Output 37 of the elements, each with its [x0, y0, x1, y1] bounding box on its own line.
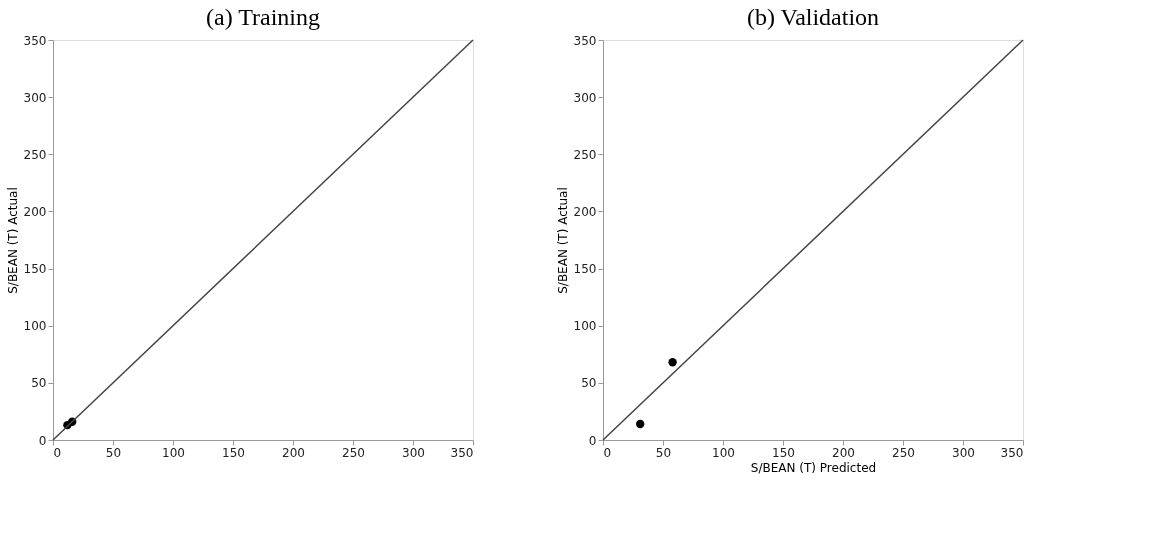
y-tick-label: 300: [573, 90, 597, 105]
y-tick-label: 100: [573, 319, 597, 334]
x-tick-label: 100: [162, 445, 185, 460]
y-tick-label: 100: [23, 319, 47, 334]
y-tick-label: 150: [573, 262, 597, 277]
x-tick-label: 100: [712, 445, 735, 460]
y-axis-title: S/BEAN (T) Actual: [555, 187, 570, 294]
y-tick-label: 200: [573, 204, 597, 219]
y-tick-label: 200: [23, 204, 47, 219]
y-tick-label: 0: [588, 433, 597, 448]
x-tick-label: 250: [892, 445, 915, 460]
y-axis-title: S/BEAN (T) Actual: [5, 187, 20, 294]
y-tick-label: 300: [23, 90, 47, 105]
x-tick-label: 0: [53, 445, 62, 460]
x-tick-label: 250: [342, 445, 365, 460]
x-tick-label: 350: [450, 445, 474, 460]
x-tick-label: 200: [282, 445, 305, 460]
y-tick-label: 250: [23, 147, 47, 162]
y-tick-label: 250: [573, 147, 597, 162]
x-tick-label: 350: [1000, 445, 1024, 460]
chart-title: (b) Validation: [746, 4, 880, 30]
y-tick-label: 150: [23, 262, 47, 277]
x-axis-title: S/BEAN (T) Predicted: [750, 460, 877, 475]
chart-title: (a) Training: [206, 4, 320, 30]
x-tick-label: 300: [402, 445, 425, 460]
x-tick-label: 150: [772, 445, 795, 460]
x-tick-label: 200: [832, 445, 855, 460]
x-tick-label: 150: [222, 445, 245, 460]
x-tick-label: 0: [603, 445, 612, 460]
x-tick-label: 50: [655, 445, 672, 460]
x-tick-label: 50: [105, 445, 122, 460]
x-tick-label: 300: [952, 445, 975, 460]
y-tick-label: 0: [38, 433, 47, 448]
y-tick-label: 350: [23, 33, 47, 48]
y-tick-label: 50: [581, 376, 597, 391]
y-tick-label: 350: [573, 33, 597, 48]
y-tick-label: 50: [31, 376, 47, 391]
